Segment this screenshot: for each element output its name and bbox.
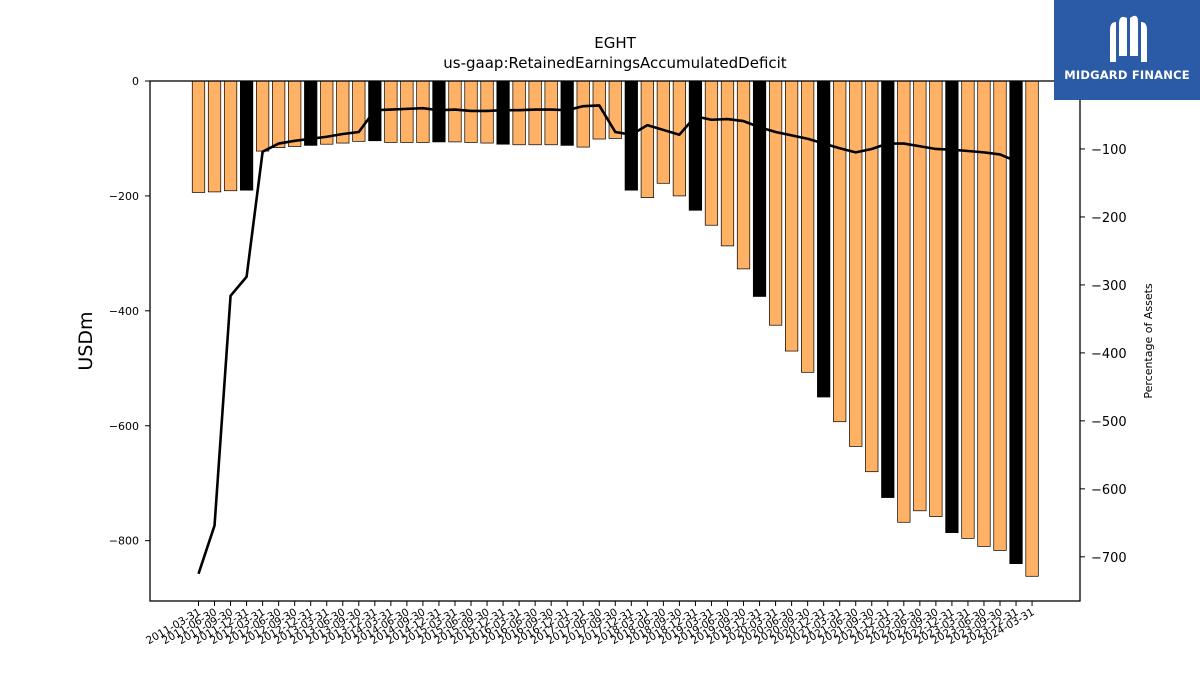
- bar: [720, 80, 735, 247]
- y-tick-label: −600: [109, 420, 139, 433]
- bar: [929, 80, 943, 517]
- line-layer: [197, 104, 1017, 575]
- bar: [223, 80, 238, 192]
- bar: [736, 80, 751, 270]
- bar: [768, 80, 783, 326]
- bar: [817, 80, 831, 398]
- bar: [897, 80, 911, 523]
- bar: [1025, 80, 1039, 577]
- bar: [688, 80, 703, 211]
- y2-tick-label: −100: [1091, 143, 1127, 158]
- chart-title: EGHT: [594, 34, 636, 52]
- bar: [704, 80, 719, 226]
- right-axis: −100 −200 −300 −400 −500 −600 −700: [1080, 143, 1127, 566]
- logo-text: MIDGARD FINANCE: [1064, 68, 1190, 82]
- bar: [272, 80, 286, 149]
- y2-tick-label: −600: [1091, 483, 1127, 498]
- bar: [640, 80, 654, 198]
- bar: [560, 80, 574, 146]
- y2-tick-label: −200: [1091, 211, 1127, 226]
- bar: [993, 80, 1007, 551]
- bar: [400, 80, 414, 143]
- bar: [496, 80, 510, 145]
- bar: [592, 80, 606, 140]
- bar: [865, 80, 879, 473]
- bar: [544, 80, 558, 146]
- bar: [1009, 80, 1023, 564]
- bar: [256, 80, 270, 152]
- y2-tick-label: −500: [1091, 415, 1127, 430]
- bar: [239, 80, 254, 191]
- bar: [576, 80, 590, 148]
- chart-subtitle: us-gaap:RetainedEarningsAccumulatedDefic…: [443, 54, 787, 72]
- percentage-line: [197, 104, 1017, 575]
- bar: [512, 80, 526, 146]
- bars-layer: [191, 80, 1039, 577]
- bar: [528, 80, 542, 146]
- bar: [416, 80, 430, 143]
- bar: [384, 80, 398, 143]
- bar: [304, 80, 318, 146]
- bar: [801, 80, 815, 373]
- x-axis: 2011-03-312011-06-302011-09-302011-12-31…: [144, 601, 1037, 647]
- midgard-emblem-icon: [1110, 15, 1147, 62]
- bar: [448, 80, 462, 143]
- y-axis-label: USDm: [75, 311, 97, 370]
- bar: [672, 80, 687, 197]
- brand-logo: MIDGARD FINANCE: [1054, 0, 1200, 100]
- bar: [207, 80, 222, 193]
- left-axis: 0 −200 −400 −600 −800: [109, 75, 150, 548]
- bar: [785, 80, 799, 352]
- bar: [752, 80, 767, 297]
- y2-tick-label: −400: [1091, 347, 1127, 362]
- y-tick-label: −800: [109, 535, 139, 548]
- y2-tick-label: −700: [1091, 551, 1127, 566]
- bar: [288, 80, 302, 147]
- y-tick-label: −400: [109, 305, 139, 318]
- y-tick-label: −200: [109, 190, 139, 203]
- y2-tick-label: −300: [1091, 279, 1127, 294]
- y-tick-label: 0: [132, 75, 139, 88]
- bar: [833, 80, 847, 423]
- bar: [191, 80, 206, 193]
- y2-axis-label: Percentage of Assets: [1142, 283, 1155, 399]
- bar: [849, 80, 863, 447]
